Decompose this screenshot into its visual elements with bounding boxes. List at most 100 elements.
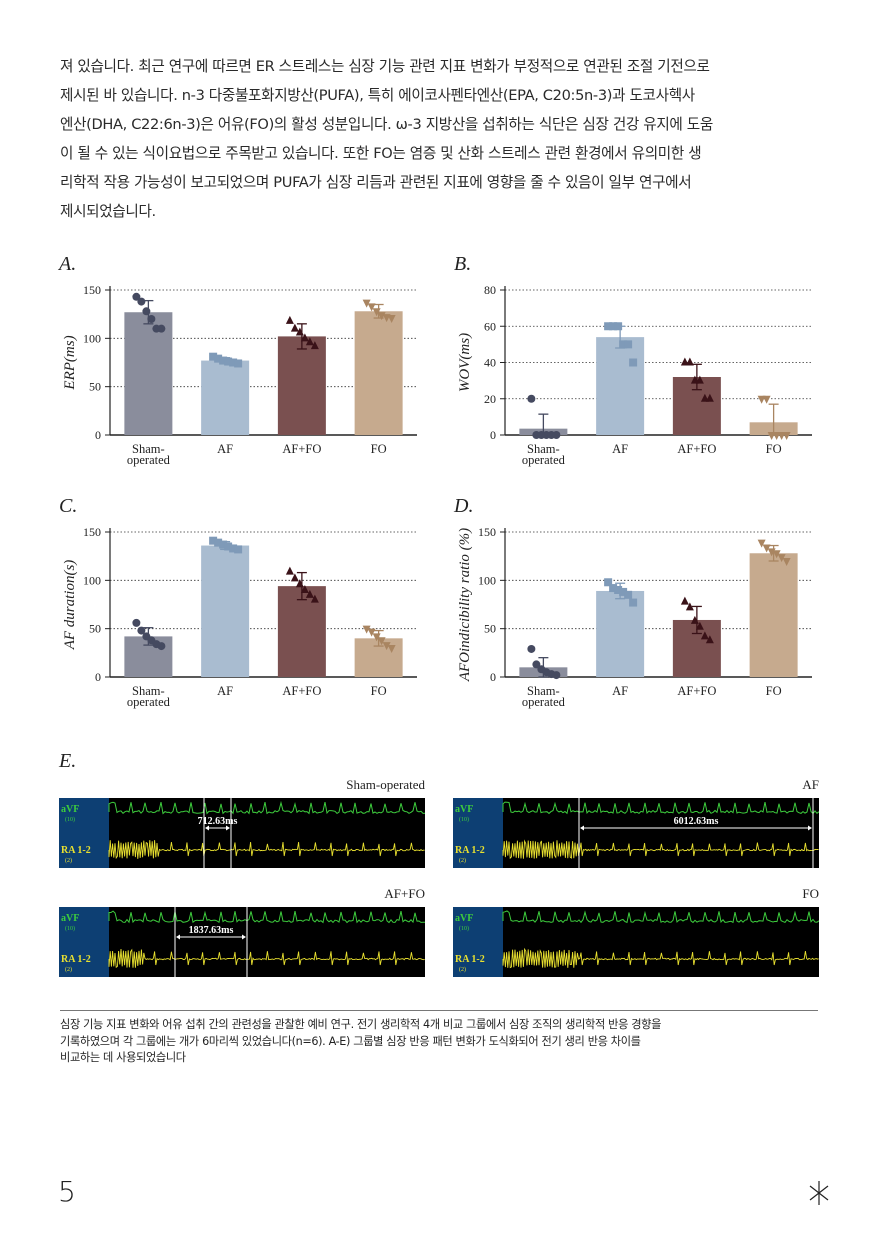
data-point [229,358,238,367]
data-point [157,324,166,333]
x-tick-label: AF+FO [282,684,321,698]
data-point [695,375,704,384]
ecg-ra-waveform [502,839,819,860]
ecg-avf-waveform [502,801,819,815]
data-point [285,566,294,575]
data-point [290,573,299,582]
ecg-lead-gain: (10) [459,816,469,823]
y-tick-label: 100 [83,331,101,345]
data-point [367,303,376,312]
data-point [234,545,243,554]
panel-label: C. [59,495,77,517]
data-point [310,594,319,603]
y-tick-label: 100 [83,573,101,587]
ecg-lead-gain: (10) [65,816,75,823]
data-point [532,660,541,669]
data-point [604,578,613,587]
x-tick-label: FO [371,442,387,456]
figure-caption: 심장 기능 지표 변화와 어유 섭취 간의 관련성을 관찰한 예비 연구. 전기… [60,1017,800,1067]
ecg-avf-waveform [502,910,819,924]
data-point [229,544,238,553]
chart-panel-c: C. 0 50 100 150 AF duration(s) Sham-operated AF… [59,495,417,709]
y-tick-label: 60 [484,319,496,333]
data-point [132,292,141,301]
data-point [137,626,146,635]
x-tick-label: AF [612,684,628,698]
data-point [300,585,309,593]
ecg-lead-gain: (10) [459,925,469,932]
chart-panel-a: A. 0 50 100 150 ERP(ms) Sham-operated AF AF+FO FO [57,253,417,467]
ecg-trace: aVF (10) RA 1-2 (2) 712.63ms [59,798,425,868]
ecg-trace-title: Sham-operated [346,777,425,792]
data-point [757,539,766,548]
data-point [609,322,618,331]
data-point [209,352,218,361]
data-point [224,542,233,551]
data-point [624,590,633,599]
data-point [762,395,771,404]
ecg-trace: aVF (10) RA 1-2 (2) 6012.63ms [453,798,819,868]
intro-line: 제시된 바 있습니다. n-3 다중불포화지방산(PUFA), 특히 에이코사펜… [60,87,695,104]
ecg-lead-label-area [59,907,109,977]
ecg-trace-title: FO [802,886,819,901]
panel-label: A. [57,253,76,275]
data-point [705,635,714,644]
y-tick-label: 40 [484,356,496,370]
x-tick-label: operated [127,453,171,467]
measure-value: 712.63ms [198,816,238,827]
data-point [219,540,228,549]
x-tick-label: FO [371,684,387,698]
data-point [305,589,314,598]
bar-affo [277,336,326,435]
caption-line: 기록하였으며 각 그룹에는 개가 6마리씩 있었습니다(n=6). A-E) 그… [60,1034,641,1048]
y-tick-label: 150 [83,283,101,297]
data-point [305,337,314,346]
data-point [685,357,694,366]
ecg-lead-label-area [59,798,109,868]
chart-panel-b: B. 0 20 40 60 80 WOV(ms) Sham-operated AF AF+FO FO [454,253,812,467]
arrow-head-icon [242,934,246,940]
data-point [285,315,294,324]
panel-e-label: E. [58,750,76,772]
data-point [624,340,633,349]
ecg-lead-label-area [453,907,503,977]
y-tick-label: 150 [478,525,496,539]
data-point [290,323,299,332]
caption-line: 비교하는 데 사용되었습니다 [60,1051,186,1064]
arrow-head-icon [580,825,584,831]
y-tick-label: 150 [83,525,101,539]
data-point [382,642,391,651]
intro-line: 리학적 작용 가능성이 보고되었으며 PUFA가 심장 리듬과 관련된 지표에 … [60,174,692,191]
ecg-lead-name: RA 1-2 [61,845,91,856]
ecg-lead-name: aVF [455,913,473,924]
bar-af [201,360,250,435]
data-point [132,618,141,627]
y-tick-label: 0 [95,670,101,684]
y-tick-label: 0 [490,428,496,442]
panel-e-heading: E. [58,750,76,772]
ecg-trace: aVF (10) RA 1-2 (2) [453,907,819,977]
ecg-trace-title: AF+FO [384,886,425,901]
bar-fo [354,311,403,435]
x-tick-label: AF [217,684,233,698]
arrow-head-icon [808,825,812,831]
caption-rule [60,1010,818,1011]
ecg-lead-gain: (2) [65,966,72,973]
x-tick-label: AF+FO [282,442,321,456]
ecg-lead-gain: (2) [65,857,72,864]
x-tick-label: Sham- [527,442,560,456]
x-tick-label: operated [522,695,566,709]
ecg-avf-waveform [108,910,425,924]
arrow-head-icon [226,825,230,831]
data-point [224,357,233,366]
arrow-head-icon [205,825,209,831]
bar-sham [124,312,173,435]
x-tick-label: Sham- [132,684,165,698]
data-point [772,550,781,559]
y-tick-label: 20 [484,392,496,406]
ecg-waveform-svg: aVF(10) RA 1-2(2) 1837.63ms [61,907,425,977]
data-point [142,307,151,316]
data-point [214,354,223,363]
data-point [782,558,791,566]
data-point [362,625,371,634]
